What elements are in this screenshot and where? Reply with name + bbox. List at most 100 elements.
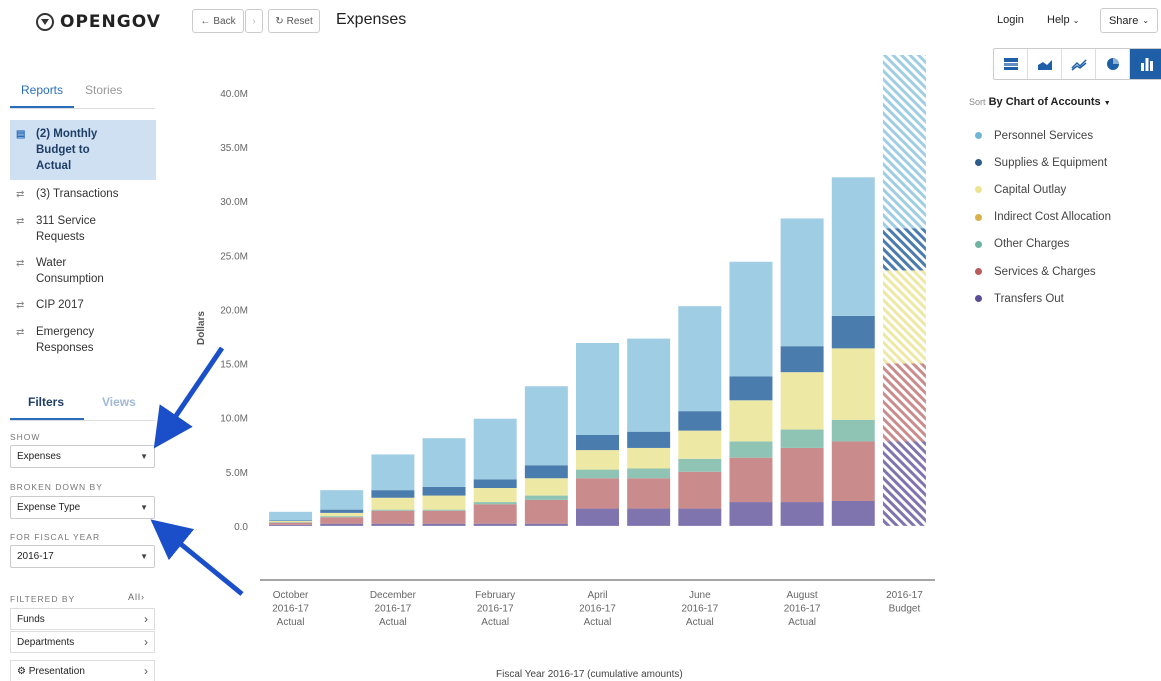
x-tick-label: Actual — [277, 617, 305, 628]
bar-segment — [371, 490, 415, 498]
bar-icon[interactable] — [1130, 49, 1161, 79]
bar-segment — [780, 346, 824, 373]
tab-views[interactable]: Views — [102, 395, 136, 409]
x-tick-label: 2016-17 — [477, 604, 514, 615]
bar-segment — [831, 177, 875, 316]
broken-down-select[interactable]: Expense Type ▼ — [10, 496, 155, 519]
bar-segment — [729, 441, 773, 458]
sort-prefix: Sort — [969, 97, 986, 107]
stacked-area-icon[interactable] — [994, 49, 1028, 79]
legend-item[interactable]: Indirect Cost Allocation — [975, 204, 1111, 231]
x-tick-label: 2016-17 — [375, 604, 412, 615]
share-button[interactable]: Share ⌄ — [1100, 8, 1158, 33]
legend-label: Capital Outlay — [994, 183, 1067, 196]
bar-segment — [371, 509, 415, 511]
legend-item[interactable]: Supplies & Equipment — [975, 149, 1111, 176]
help-menu[interactable]: Help ⌄ — [1047, 14, 1079, 26]
area-icon[interactable] — [1028, 49, 1062, 79]
bar-segment — [678, 471, 722, 509]
y-tick-label: 15.0M — [220, 360, 248, 371]
legend-item[interactable]: Personnel Services — [975, 122, 1111, 149]
filter-presentation[interactable]: ⚙ Presentation › — [10, 660, 155, 681]
bar-segment — [320, 517, 364, 524]
transfer-icon: ⇄ — [16, 300, 25, 311]
report-item-water[interactable]: ⇄ Water Consumption — [10, 249, 156, 291]
tab-filters[interactable]: Filters — [10, 392, 85, 420]
filter-departments[interactable]: Departments › — [10, 631, 155, 653]
chevron-right-icon: › — [144, 635, 148, 649]
bar-segment — [780, 447, 824, 503]
bar-segment — [831, 315, 875, 349]
bar-segment — [576, 450, 619, 470]
bar-segment — [320, 523, 364, 526]
bar-segment — [678, 411, 722, 431]
bar-segment — [473, 418, 517, 480]
sidebar-tabs: Reports Stories — [10, 80, 155, 109]
all-label: All — [128, 592, 142, 602]
bar-segment — [627, 478, 671, 509]
filter-label: Funds — [17, 613, 45, 625]
transfer-icon: ⇄ — [16, 327, 25, 338]
forward-button[interactable]: › — [245, 9, 263, 33]
tab-stories[interactable]: Stories — [85, 83, 123, 97]
filter-funds[interactable]: Funds › — [10, 608, 155, 630]
show-select[interactable]: Expenses ▼ — [10, 445, 155, 468]
legend-label: Other Charges — [994, 238, 1070, 251]
report-item-monthly-budget[interactable]: ▤ (2) Monthly Budget to Actual — [10, 120, 156, 180]
annotation-arrow-fiscal-year — [150, 519, 244, 596]
bar-segment — [831, 419, 875, 442]
bar-segment — [882, 270, 926, 364]
pie-icon[interactable] — [1096, 49, 1130, 79]
report-item-cip[interactable]: ⇄ CIP 2017 — [10, 291, 156, 318]
back-button[interactable]: ← Back — [192, 9, 244, 33]
bar-segment — [882, 55, 926, 229]
annotation-arrows — [150, 346, 244, 596]
filter-all-link[interactable]: All› — [128, 592, 145, 602]
x-tick-label: 2016-17 — [784, 604, 821, 615]
share-label: Share — [1108, 14, 1139, 27]
bar-segment — [678, 458, 722, 472]
y-tick-label: 40.0M — [220, 89, 248, 100]
x-tick-label: 2016-17 — [886, 590, 923, 601]
chevron-down-icon: ⌄ — [1142, 16, 1150, 25]
x-tick-label: December — [370, 590, 417, 601]
bar-segment — [524, 499, 568, 524]
arrow-left-icon: ← — [200, 15, 211, 27]
bar-segment — [882, 441, 926, 526]
legend-item[interactable]: Transfers Out — [975, 285, 1111, 312]
bar-segment — [576, 342, 619, 435]
x-tick-label: Actual — [686, 617, 714, 628]
x-tick-label: August — [787, 590, 818, 601]
bar-segment — [729, 376, 773, 401]
sort-control[interactable]: Sort By Chart of Accounts ▼ — [969, 96, 1111, 108]
tab-reports[interactable]: Reports — [10, 80, 75, 108]
bar-segment — [729, 400, 773, 442]
bar-segment — [627, 447, 671, 469]
bar-segment — [473, 523, 517, 526]
legend-label: Indirect Cost Allocation — [994, 211, 1111, 224]
bar-segment — [729, 261, 773, 377]
legend-swatch — [975, 186, 982, 194]
report-item-311[interactable]: ⇄ 311 Service Requests — [10, 207, 156, 249]
report-item-transactions[interactable]: ⇄ (3) Transactions — [10, 180, 156, 207]
legend-swatch — [975, 159, 982, 167]
reset-button[interactable]: ↻ Reset — [268, 9, 320, 33]
transfer-icon: ⇄ — [16, 189, 25, 200]
legend-item[interactable]: Services & Charges — [975, 258, 1111, 285]
legend-item[interactable]: Other Charges — [975, 231, 1111, 258]
login-link[interactable]: Login — [997, 14, 1024, 26]
bar-segment — [371, 497, 415, 510]
chevron-right-icon: › — [144, 612, 148, 626]
sort-value: By Chart of Accounts — [988, 96, 1101, 108]
y-axis-label: Dollars — [196, 311, 207, 345]
report-item-emergency[interactable]: ⇄ Emergency Responses — [10, 318, 156, 360]
report-item-label: 311 Service Requests — [36, 215, 96, 243]
bar-segment — [320, 490, 364, 510]
bar-segment — [269, 521, 313, 523]
line-icon[interactable] — [1062, 49, 1096, 79]
fiscal-year-label: FOR FISCAL YEAR — [10, 532, 101, 542]
x-tick-label: June — [689, 590, 711, 601]
opengov-logo[interactable]: OPENGOV — [36, 12, 161, 32]
chart-icon: ▤ — [16, 129, 26, 140]
legend-item[interactable]: Capital Outlay — [975, 176, 1111, 203]
